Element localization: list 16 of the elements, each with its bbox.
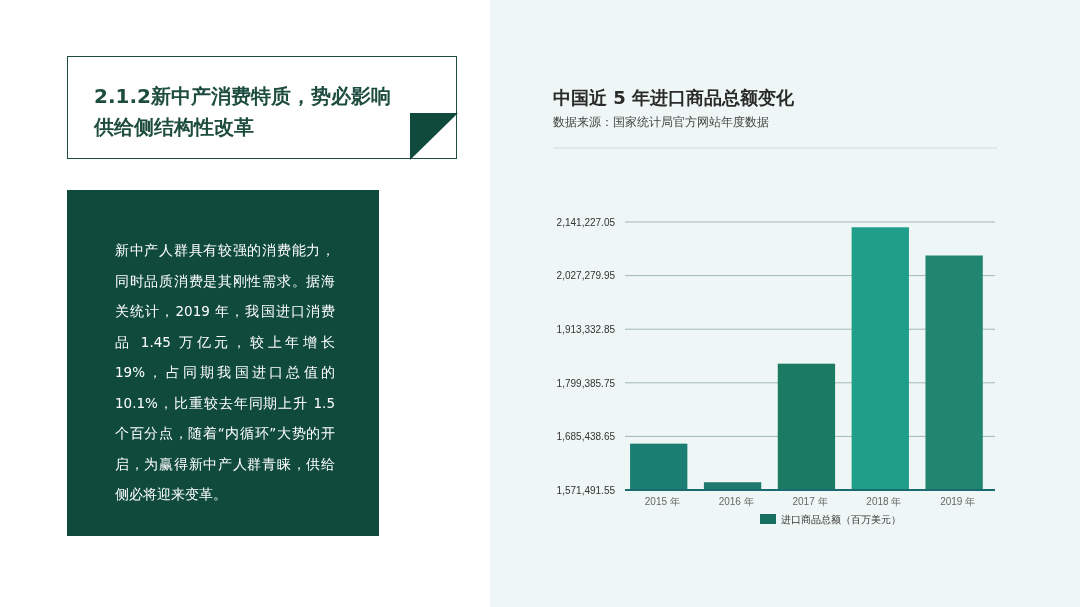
legend-label: 进口商品总额（百万美元）	[781, 514, 901, 525]
chart-title: 中国近 5 年进口商品总额变化	[553, 87, 796, 108]
y-tick-label: 2,027,279.95	[556, 270, 616, 282]
y-tick-label: 1,799,385.75	[556, 377, 616, 389]
y-tick-label: 1,571,491.55	[556, 484, 616, 496]
x-tick-label: 2017 年	[792, 496, 828, 508]
y-tick-label: 1,685,438.65	[556, 431, 616, 443]
text: 2.1.2新中产消费特质，势必影响供给侧结构性改革	[94, 83, 392, 141]
x-tick-label: 2016 年	[718, 496, 754, 508]
text: 新中产人群具有较强的消费能力，同时品质消费是其刚性需求。据海关统计，2019 年，我国进口消费品 1.45 万亿元，较上年增长 19%，占同期我国进口总值的 10.1%，比重较去年同期上升 1.5 个百分点，随着“内循环”大势的开启，为赢得新中产人群青睐，供给侧必将迎来变革。	[115, 242, 335, 502]
y-tick-label: 1,913,332.85	[556, 323, 616, 335]
y-tick-label: 2,141,227.05	[556, 216, 616, 228]
x-tick-label: 2018 年	[866, 496, 902, 508]
chart-subtitle: 数据来源：国家统计局官方网站年度数据	[553, 115, 769, 129]
x-tick-label: 2019 年	[940, 496, 976, 508]
x-tick-label: 2015 年	[644, 496, 680, 508]
